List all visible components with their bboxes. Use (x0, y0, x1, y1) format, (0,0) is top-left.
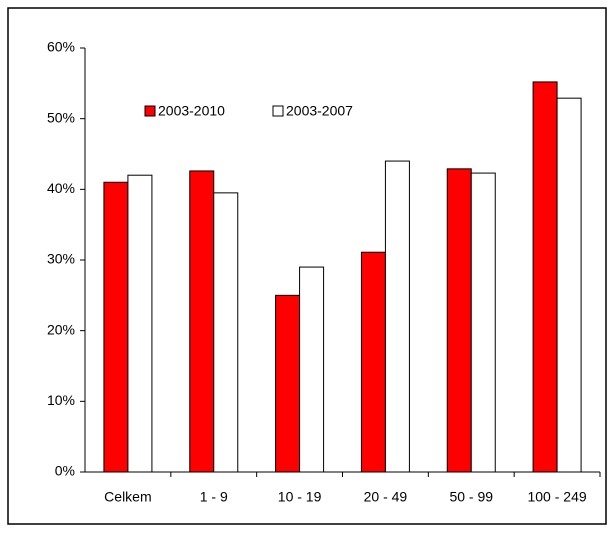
bar (384, 160, 410, 473)
y-tick-label: 20% (47, 321, 75, 337)
bar (360, 251, 386, 473)
bar (213, 192, 239, 473)
bar (275, 294, 301, 473)
bar (556, 97, 582, 473)
legend-swatch (144, 105, 156, 117)
y-tick-label: 30% (47, 251, 75, 267)
x-tick-label: 100 - 249 (527, 489, 586, 505)
legend-label: 2003-2007 (286, 103, 353, 119)
bar (446, 168, 472, 473)
legend-swatch (272, 105, 284, 117)
x-tick-label: 1 - 9 (200, 489, 228, 505)
y-tick-label: 50% (47, 109, 75, 125)
bar (103, 181, 129, 473)
legend-label: 2003-2010 (158, 103, 225, 119)
bar (127, 174, 153, 473)
bar (189, 170, 215, 473)
x-tick-label: 50 - 99 (449, 489, 493, 505)
bar (532, 81, 558, 473)
x-tick-label: 10 - 19 (278, 489, 322, 505)
bar (299, 266, 325, 473)
bar (470, 172, 496, 473)
x-tick-label: Celkem (104, 489, 151, 505)
y-tick-label: 40% (47, 180, 75, 196)
y-tick-label: 10% (47, 392, 75, 408)
y-tick-label: 60% (47, 39, 75, 55)
y-tick-label: 0% (55, 463, 75, 479)
x-tick-label: 20 - 49 (364, 489, 408, 505)
